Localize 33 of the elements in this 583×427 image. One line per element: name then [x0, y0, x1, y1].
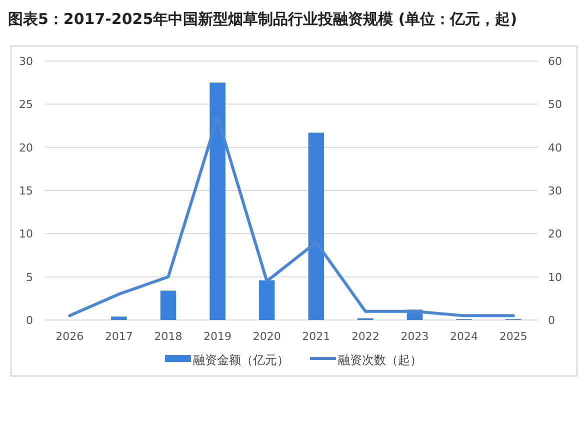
x-tick-label: 2018 [154, 330, 182, 343]
x-tick-label: 2024 [450, 330, 478, 343]
y-tick-label: 10 [19, 228, 33, 241]
x-tick-label: 2021 [302, 330, 330, 343]
y2-tick-label: 20 [548, 228, 562, 241]
x-tick-label: 2026 [56, 330, 84, 343]
y2-tick-label: 40 [548, 141, 562, 154]
bar [160, 290, 176, 320]
bar [308, 132, 324, 320]
line-series [68, 116, 515, 318]
x-tick-label: 2020 [252, 330, 281, 343]
y2-tick-label: 0 [548, 314, 555, 327]
y-tick-label: 0 [26, 314, 33, 327]
y2-tick-label: 60 [548, 55, 562, 68]
x-tick-label: 2019 [204, 330, 232, 343]
y-tick-label: 5 [26, 270, 33, 284]
x-tick-label: 2017 [104, 330, 133, 343]
y-tick-label: 15 [19, 184, 33, 198]
y-tick-label: 30 [19, 55, 33, 68]
x-tick-label: 2023 [400, 330, 429, 343]
bar [111, 316, 127, 320]
y2-tick-label: 30 [548, 184, 562, 198]
bar [210, 82, 226, 320]
y-tick-label: 25 [19, 98, 33, 112]
y2-tick-label: 10 [548, 270, 562, 284]
legend-label: 融资次数（起） [338, 353, 422, 367]
bar [258, 280, 275, 320]
x-tick-label: 2022 [351, 330, 380, 343]
title: 图表5：2017-2025年中国新型烟草制品行业投融资规模 (单位：亿元，起) [8, 10, 518, 28]
x-tick-label: 2025 [499, 330, 528, 343]
y-tick-label: 20 [19, 141, 33, 154]
legend-label: 融资金额（亿元） [193, 353, 289, 367]
y2-tick-label: 50 [548, 98, 562, 112]
